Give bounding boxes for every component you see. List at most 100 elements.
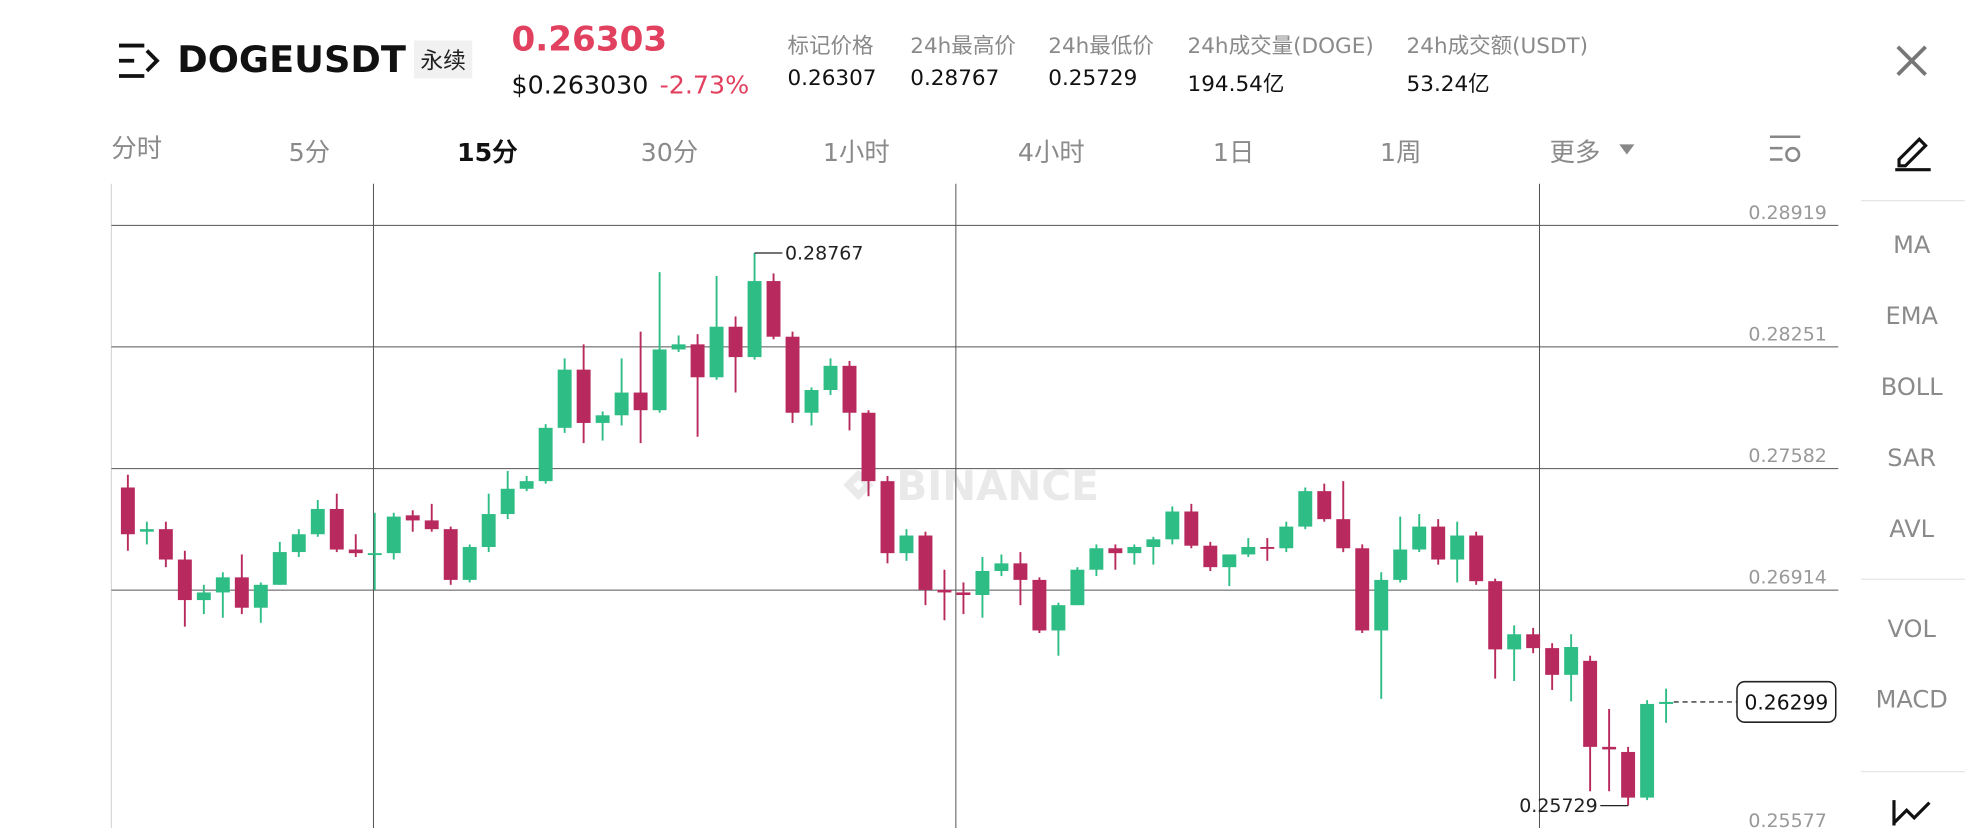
- indicator-button[interactable]: AVL: [1889, 515, 1935, 544]
- indicator-button[interactable]: BOLL: [1880, 373, 1943, 402]
- timeframe-tab[interactable]: 4小时: [1017, 136, 1085, 168]
- candle-body: [158, 529, 173, 560]
- indicator-button[interactable]: SAR: [1887, 444, 1937, 473]
- candle-body: [538, 427, 553, 482]
- candle-body: [348, 549, 363, 554]
- candle-body: [1165, 511, 1180, 540]
- timeframe-tab[interactable]: 30分: [640, 136, 699, 168]
- divider: [1861, 771, 1965, 773]
- timeframe-tab[interactable]: 1日: [1212, 136, 1255, 168]
- indicator-button[interactable]: EMA: [1885, 302, 1938, 331]
- y-tick-label: 0.27582: [1748, 445, 1827, 467]
- high-label: 0.28767: [785, 242, 864, 264]
- draw-icon[interactable]: [1891, 129, 1934, 172]
- candle-body: [519, 481, 534, 489]
- candle-body: [1545, 648, 1560, 675]
- candle-body: [1336, 519, 1351, 549]
- divider: [1861, 200, 1965, 202]
- candle-body: [1469, 535, 1484, 582]
- settings-icon[interactable]: [1767, 132, 1805, 167]
- stat-label: 24h最高价: [910, 34, 1016, 60]
- candle-body: [253, 584, 268, 608]
- candle-body: [671, 344, 686, 350]
- candle-body: [424, 520, 439, 530]
- last-price-label: 0.26299: [1744, 691, 1828, 715]
- candle-body: [1374, 579, 1389, 631]
- usd-price: $0.263030: [511, 69, 649, 101]
- menu-icon[interactable]: [116, 41, 162, 82]
- timeframe-tab[interactable]: 5分: [288, 136, 331, 168]
- candle-body: [1222, 554, 1237, 568]
- candle-body: [1507, 634, 1522, 650]
- candle-body: [975, 570, 990, 595]
- candle-body: [1089, 548, 1104, 570]
- indicator-button[interactable]: MA: [1893, 231, 1931, 260]
- candle-body: [1013, 563, 1028, 580]
- timeframe-tab[interactable]: 15分: [457, 136, 518, 168]
- indicator-button[interactable]: VOL: [1887, 615, 1936, 644]
- candle-body: [861, 412, 876, 482]
- stat-value: 0.26307: [787, 65, 877, 92]
- indicator-button[interactable]: MACD: [1875, 686, 1948, 715]
- candle-body: [1393, 549, 1408, 580]
- candle-body: [1621, 751, 1636, 798]
- candle-body: [1431, 526, 1446, 560]
- candle-body: [785, 336, 800, 413]
- candle-body: [823, 365, 838, 391]
- candle-body: [1127, 546, 1142, 554]
- candle-body: [310, 508, 325, 535]
- timeframe-tab[interactable]: 1周: [1379, 136, 1422, 168]
- divider: [1861, 578, 1965, 580]
- candle-body: [1146, 539, 1161, 547]
- stat-value: 53.24亿: [1406, 72, 1490, 98]
- timeframe-tab[interactable]: 分时: [111, 132, 163, 164]
- candle-body: [1241, 546, 1256, 555]
- candle-body: [956, 592, 971, 595]
- candle-body: [1526, 634, 1541, 649]
- candle-body: [576, 369, 591, 423]
- candle-body: [443, 529, 458, 580]
- candle-body: [994, 563, 1009, 571]
- candle-body: [1355, 548, 1370, 631]
- candle-body: [918, 535, 933, 590]
- candle-body: [842, 365, 857, 413]
- candle-body: [709, 326, 724, 378]
- candle-body: [196, 592, 211, 601]
- candle-body: [557, 369, 572, 428]
- candle-body: [177, 559, 192, 601]
- candle-body: [272, 552, 287, 585]
- close-icon[interactable]: [1894, 43, 1929, 78]
- candle-body: [1659, 701, 1674, 704]
- candle-body: [291, 534, 306, 553]
- candle-body: [728, 326, 743, 358]
- y-tick-label: 0.25577: [1748, 810, 1827, 828]
- candle-body: [1070, 569, 1085, 606]
- y-tick-label: 0.26914: [1748, 567, 1827, 589]
- symbol: DOGEUSDT: [177, 37, 406, 82]
- candle-body: [139, 529, 154, 532]
- candle-body: [234, 577, 249, 608]
- candle-body: [481, 514, 496, 547]
- timeframe-tab[interactable]: 更多: [1549, 136, 1601, 168]
- candle-body: [1279, 526, 1294, 549]
- candle-body: [1260, 546, 1275, 549]
- low-label: 0.25729: [1519, 795, 1598, 817]
- candle-body: [595, 415, 610, 423]
- candle-body: [367, 553, 382, 556]
- candle-body: [386, 516, 401, 554]
- stat-label: 24h成交量(DOGE): [1187, 34, 1374, 60]
- candle-body: [1602, 746, 1617, 750]
- candle-body: [462, 546, 477, 580]
- candle-body: [1203, 545, 1218, 568]
- candle-body: [1317, 491, 1332, 520]
- candle-body: [804, 390, 819, 413]
- candle-body: [1032, 579, 1047, 631]
- watermark-text: BINANCE: [896, 462, 1098, 510]
- chart-icon[interactable]: [1891, 798, 1934, 828]
- stat-label: 24h成交额(USDT): [1406, 34, 1589, 60]
- timeframe-tab[interactable]: 1小时: [822, 136, 890, 168]
- candle-body: [690, 344, 705, 378]
- candle-body: [329, 508, 344, 550]
- candle-body: [937, 589, 952, 593]
